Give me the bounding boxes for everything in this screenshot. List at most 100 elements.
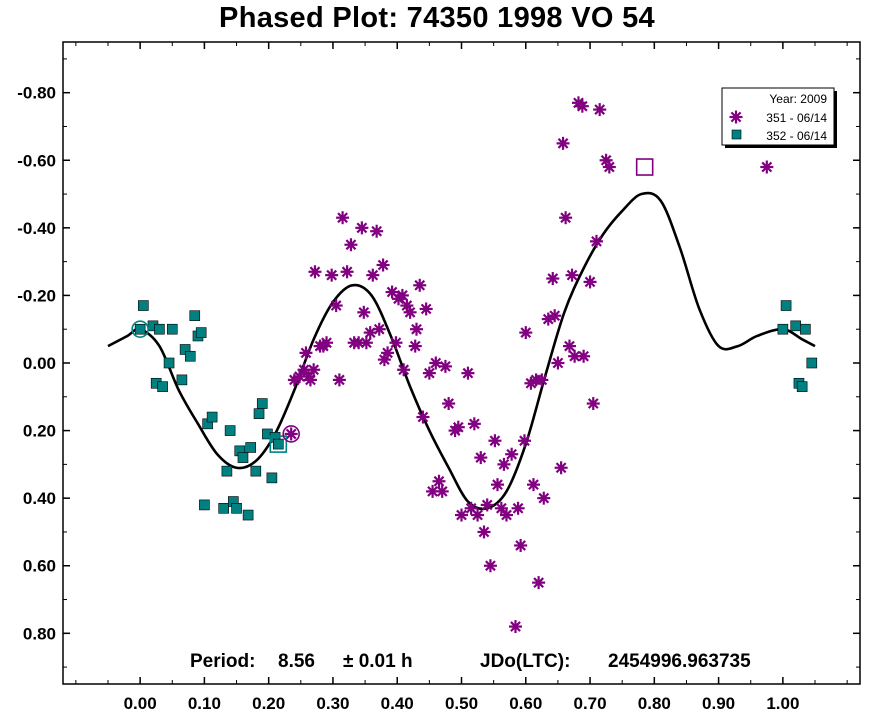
data-point-351 [307,363,321,377]
x-tick-label: 0.50 [445,694,478,713]
data-point-351 [583,275,597,289]
data-point-351 [435,484,449,498]
data-point-351 [395,288,409,302]
data-point-351 [432,474,446,488]
data-point-352 [777,323,789,335]
legend-marker-351 [729,110,743,124]
legend-marker-352 [731,129,742,140]
x-tick-label: 0.70 [574,694,607,713]
data-point-352 [138,300,149,311]
data-point-351 [366,268,380,282]
period-error: ± 0.01 h [343,651,413,672]
legend-entry-351: 351 - 06/14 [766,111,827,125]
data-point-352 [250,465,262,477]
data-point-351 [537,491,551,505]
data-point-351 [548,309,562,323]
data-point-351 [593,103,607,117]
data-point-352 [273,438,284,450]
data-point-351 [455,508,468,522]
data-point-352 [237,452,249,463]
data-point-351 [526,478,540,492]
y-tick-label: 0.00 [23,354,56,373]
data-point-351 [308,265,322,279]
highlight-circle-marker [131,320,149,339]
data-point-351 [760,160,774,174]
data-point-351 [352,336,366,350]
data-point-351 [408,339,422,353]
y-axis: -0.80 -0.60 -0.40 -0.20 0.00 0.20 0.40 0.60 0.80 [17,58,860,668]
data-point-352 [256,398,268,409]
data-point-352 [221,465,233,477]
data-point-352 [184,350,196,362]
data-point-351 [535,373,549,387]
data-point-351 [577,349,591,363]
data-point-351 [381,346,395,360]
data-point-351 [556,136,570,150]
data-point-351 [511,501,525,515]
legend-entry-352: 352 - 06/14 [766,129,827,143]
y-tick-label: -0.40 [17,219,56,238]
y-tick-label: -0.20 [17,286,56,305]
data-point-351 [355,221,369,235]
data-point-351 [284,427,298,441]
chart-title: Phased Plot: 74350 1998 VO 54 [219,2,655,34]
period-value: 8.56 [278,651,315,672]
data-point-352 [199,499,210,511]
data-point-351 [559,211,573,225]
data-point-351 [480,498,494,512]
data-point-351 [340,265,354,279]
data-point-352 [245,442,256,453]
x-tick-label: 0.00 [124,694,157,713]
data-point-351 [471,508,485,522]
x-tick-label: 0.20 [252,694,285,713]
data-point-351 [389,336,403,350]
x-tick-label: 1.00 [766,694,799,713]
data-point-351 [546,272,560,286]
data-point-351 [505,447,519,461]
legend-title: Year: 2009 [769,92,827,106]
highlight-circle-marker [282,425,300,443]
series-layer [134,96,818,634]
period-label: Period: [190,651,255,672]
data-point-351 [488,434,502,448]
y-tick-label: 0.40 [23,489,56,508]
data-point-351 [410,322,424,336]
y-tick-label: 0.80 [23,624,56,643]
data-point-351 [451,420,465,434]
data-point-351 [551,356,565,370]
highlight-layer [131,158,654,453]
data-point-351 [490,478,504,492]
data-point-351 [602,160,616,174]
data-point-351 [494,501,508,515]
data-point-351 [332,373,346,387]
data-point-352 [780,300,792,311]
data-point-351 [589,234,603,248]
data-point-351 [575,99,589,113]
data-point-351 [586,397,600,411]
data-point-351 [325,268,339,282]
epoch-value: 2454996.963735 [608,651,751,672]
data-point-351 [474,451,488,465]
data-point-352 [806,357,818,369]
data-point-351 [416,410,430,424]
data-point-352 [157,381,168,392]
data-point-351 [344,238,358,252]
data-point-351 [329,299,343,313]
data-point-351 [403,305,417,319]
y-tick-label: -0.60 [17,151,56,170]
data-point-351 [562,339,576,353]
y-tick-label: 0.60 [23,557,56,576]
data-point-351 [519,326,533,340]
fit-curve [107,191,816,511]
data-point-351 [514,538,528,552]
data-point-351 [429,356,443,370]
data-point-351 [320,336,334,350]
data-point-351 [517,434,531,448]
x-tick-label: 0.60 [509,694,542,713]
data-point-351 [483,559,497,573]
data-point-351 [422,366,436,380]
data-point-351 [467,417,481,431]
data-point-352 [154,323,165,335]
data-point-352 [224,425,236,436]
